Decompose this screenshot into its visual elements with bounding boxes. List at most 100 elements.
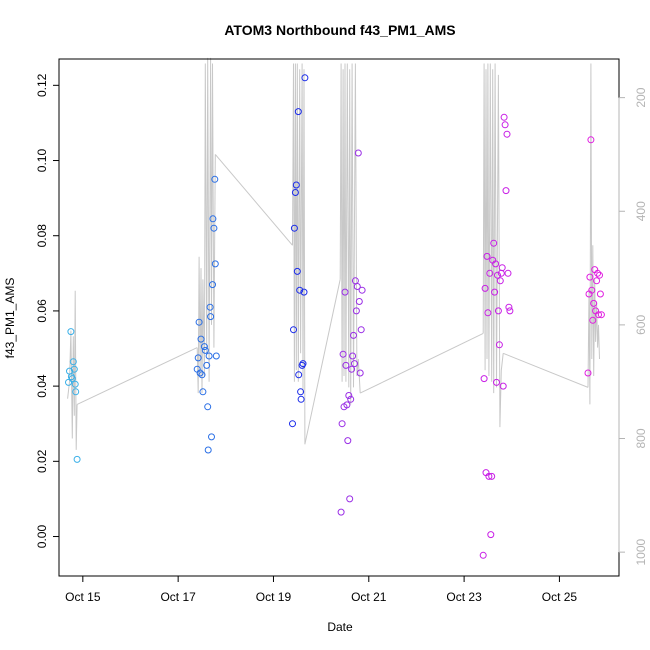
data-point [483,252,491,260]
data-point [71,380,79,388]
altitude-trace-segment [67,290,78,450]
data-point [207,313,215,321]
data-point [597,311,605,319]
data-point [495,341,503,349]
data-point [210,224,218,232]
data-point [295,371,303,379]
x-axis-label: Date [327,620,353,634]
data-point [590,299,598,307]
data-point [209,215,217,223]
data-point [499,382,507,390]
altitude-trace-segment [76,347,198,405]
data-point [349,352,357,360]
data-point [198,371,206,379]
altitude-trace-segment [304,279,341,445]
data-point [352,307,360,315]
data-point [589,316,597,324]
right-tick-label: 1000 [634,538,648,565]
x-axis: Oct 15 Oct 17 Oct 19 Oct 21 Oct 23 Oct 25 [65,575,577,604]
altitude-trace-segment [339,63,361,405]
data-point [494,271,501,279]
data-point [211,175,219,183]
data-point [68,375,76,383]
data-point [346,495,354,503]
altitude-trace-segment [214,154,293,246]
y-axis: 0.00 0.02 0.04 0.06 0.08 0.10 0.12 [35,73,60,549]
data-point [358,286,366,294]
altitude-trace-segment [587,63,600,405]
data-point [351,360,358,368]
data-point [356,369,364,377]
data-point [290,224,298,232]
data-point [355,298,363,305]
data-point [72,388,80,396]
data-point [357,326,365,334]
data-point [293,267,301,275]
data-point [301,74,309,82]
altitude-trace-segment [503,352,589,388]
data-point [593,277,601,285]
y-tick-label: 0.00 [35,525,49,549]
data-point [339,350,347,358]
data-point [212,352,220,360]
data-point [505,303,513,311]
data-point [485,472,493,480]
data-point [347,395,355,403]
y-axis-label: f43_PM1_AMS [3,278,17,359]
data-point [297,395,305,403]
data-point [487,531,495,539]
data-point [342,361,350,369]
data-point [209,281,216,289]
data-point [343,401,351,409]
data-point [341,288,349,296]
data-point [205,352,213,360]
data-point [587,136,595,144]
data-point [206,303,214,311]
data-point [586,273,594,281]
y-tick-label: 0.08 [35,224,49,248]
data-point [296,286,304,294]
data-point [506,307,514,315]
data-point [350,331,357,339]
data-point [67,328,75,336]
y-tick-label: 0.10 [35,149,49,173]
data-point [297,388,305,396]
data-point [492,260,500,268]
data-point [204,403,212,411]
data-point [488,472,496,480]
data-point [197,335,205,343]
data-point [584,369,592,377]
data-point [344,437,352,445]
data-point [194,354,202,362]
y-tick-label: 0.04 [35,374,49,398]
data-point [594,269,602,277]
data-point [480,375,488,383]
data-point [479,551,487,559]
data-point [501,121,509,129]
data-point [70,365,78,373]
y-tick-label: 0.02 [35,449,49,473]
altitude-trace-segment [359,332,484,394]
data-point [500,113,508,121]
data-point [490,239,498,247]
plot-frame [58,58,620,577]
data-point [289,420,296,428]
data-point [498,264,506,272]
data-point [199,388,207,396]
data-point [201,346,209,354]
altitude-trace [67,57,600,450]
data-point [211,260,219,268]
data-point [300,288,308,296]
x-tick-label: Oct 19 [256,590,292,604]
data-point [204,446,212,454]
data-point [493,378,500,386]
data-point [290,326,297,334]
data-point [299,360,307,368]
data-points [65,74,605,559]
data-point [196,369,204,377]
chart-title: ATOM3 Northbound f43_PM1_AMS [224,22,455,38]
data-point [203,361,211,369]
x-tick-label: Oct 17 [160,590,196,604]
data-point [73,455,81,463]
